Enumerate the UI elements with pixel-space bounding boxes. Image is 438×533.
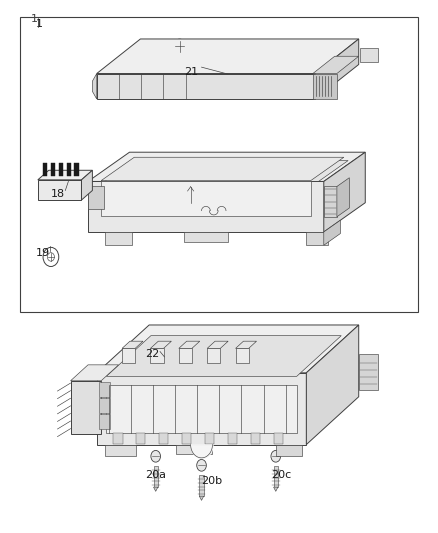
Polygon shape xyxy=(67,163,71,176)
Polygon shape xyxy=(106,445,136,456)
Polygon shape xyxy=(306,232,328,245)
Text: 20b: 20b xyxy=(201,477,223,487)
Polygon shape xyxy=(179,341,200,349)
Polygon shape xyxy=(106,232,132,245)
Polygon shape xyxy=(71,365,119,381)
Text: 20c: 20c xyxy=(272,470,292,480)
Text: 22: 22 xyxy=(145,349,159,359)
Polygon shape xyxy=(101,181,311,216)
Polygon shape xyxy=(122,341,143,349)
Polygon shape xyxy=(276,445,302,456)
Text: 20a: 20a xyxy=(145,470,166,480)
Polygon shape xyxy=(184,232,228,241)
Text: 19: 19 xyxy=(35,248,50,258)
Polygon shape xyxy=(313,74,337,99)
Polygon shape xyxy=(74,163,79,176)
Polygon shape xyxy=(251,433,260,444)
Polygon shape xyxy=(306,325,359,445)
Polygon shape xyxy=(177,445,212,454)
Polygon shape xyxy=(99,414,110,429)
Polygon shape xyxy=(324,152,365,232)
Polygon shape xyxy=(153,466,158,487)
Polygon shape xyxy=(97,74,315,99)
Circle shape xyxy=(151,450,160,462)
Polygon shape xyxy=(97,373,306,445)
Bar xyxy=(20,17,418,312)
Polygon shape xyxy=(92,74,97,99)
Polygon shape xyxy=(236,341,257,349)
Polygon shape xyxy=(59,163,63,176)
Polygon shape xyxy=(81,170,92,200)
Polygon shape xyxy=(236,349,249,364)
Polygon shape xyxy=(315,39,359,99)
Polygon shape xyxy=(88,152,365,181)
Polygon shape xyxy=(205,433,215,444)
Polygon shape xyxy=(150,349,163,364)
Polygon shape xyxy=(88,181,324,232)
Polygon shape xyxy=(38,170,92,180)
Polygon shape xyxy=(179,349,192,364)
Polygon shape xyxy=(150,341,171,349)
Polygon shape xyxy=(113,433,123,444)
Polygon shape xyxy=(360,48,378,62)
Circle shape xyxy=(271,450,281,462)
Polygon shape xyxy=(122,349,135,364)
Polygon shape xyxy=(136,433,145,444)
Polygon shape xyxy=(106,384,297,433)
Polygon shape xyxy=(71,381,101,434)
Polygon shape xyxy=(99,382,110,397)
Polygon shape xyxy=(153,487,158,491)
Polygon shape xyxy=(359,354,378,390)
Polygon shape xyxy=(228,433,237,444)
Polygon shape xyxy=(43,163,47,176)
Polygon shape xyxy=(106,336,341,376)
Polygon shape xyxy=(207,341,228,349)
Polygon shape xyxy=(97,39,359,74)
Polygon shape xyxy=(51,163,55,176)
Circle shape xyxy=(197,459,206,471)
Polygon shape xyxy=(274,466,278,487)
Polygon shape xyxy=(38,180,81,200)
Polygon shape xyxy=(159,433,169,444)
Polygon shape xyxy=(88,187,104,209)
Polygon shape xyxy=(324,187,337,217)
Text: 1: 1 xyxy=(35,19,42,29)
Polygon shape xyxy=(99,160,348,185)
Polygon shape xyxy=(199,475,204,496)
Polygon shape xyxy=(324,220,340,245)
Polygon shape xyxy=(274,487,278,491)
Polygon shape xyxy=(101,157,344,181)
Text: 21: 21 xyxy=(184,67,198,77)
Polygon shape xyxy=(97,325,359,373)
Polygon shape xyxy=(337,177,350,217)
Text: 18: 18 xyxy=(51,189,65,199)
Polygon shape xyxy=(313,56,359,74)
Polygon shape xyxy=(182,433,191,444)
Polygon shape xyxy=(99,398,110,413)
Polygon shape xyxy=(199,496,204,500)
Polygon shape xyxy=(274,433,283,444)
Text: 1: 1 xyxy=(31,14,38,24)
Polygon shape xyxy=(207,349,220,364)
